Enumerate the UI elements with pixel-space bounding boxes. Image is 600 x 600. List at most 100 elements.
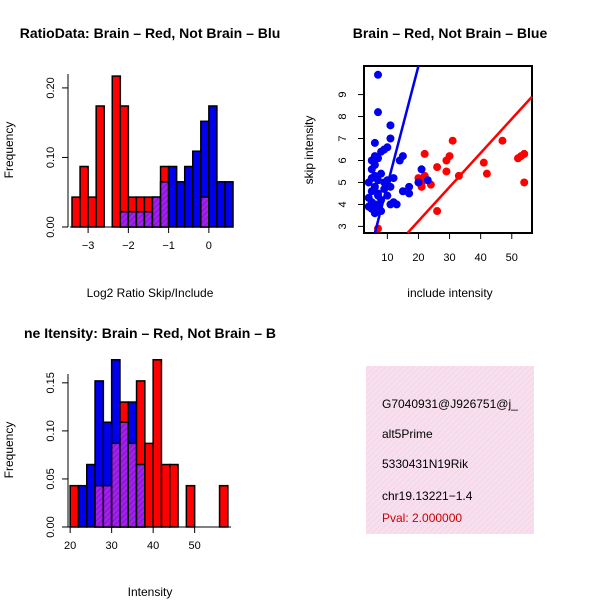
ratio-bar-overlap: [143, 210, 154, 228]
scatter-point-not-brain: [405, 182, 414, 191]
intensity-bars: [69, 359, 229, 528]
ratio-bars: [71, 75, 234, 228]
ratio-y-tick-label: 0.10: [45, 147, 57, 168]
scatter-point-brain: [520, 178, 529, 187]
scatter-panel: Brain – Red, Not Brain – Blue 10 20 30 40 50…: [302, 25, 547, 300]
scatter-x-tick-label: 10: [381, 252, 393, 264]
scatter-y-tick-label: 7: [337, 135, 349, 141]
scatter-point-not-brain: [398, 152, 407, 161]
scatter-y-tick-label: 8: [337, 113, 349, 119]
ratio-chart-title: RatioData: Brain – Red, Not Brain – Blu: [20, 25, 281, 41]
scatter-point-not-brain: [386, 121, 395, 130]
intensity-histogram-panel: ne Itensity: Brain – Red, Not Brain – B …: [2, 325, 276, 599]
ratio-bar-not-brain: [183, 165, 194, 228]
intensity-y-label: Frequency: [2, 422, 16, 479]
intensity-ticks: 20 30 40 50 0.00 0.05 0.10 0.15: [45, 372, 201, 552]
scatter-point-not-brain: [370, 138, 379, 147]
scatter-points: [364, 65, 533, 234]
info-panel: G7040931@J926751@j_ alt5Prime 5330431N19…: [366, 366, 534, 534]
ratio-x-tick-label: −2: [122, 240, 135, 252]
intensity-bar-brain: [144, 442, 154, 528]
scatter-point-brain: [482, 169, 491, 178]
scatter-x-tick-label: 30: [443, 252, 455, 264]
intensity-bar-brain: [169, 463, 179, 528]
scatter-point-not-brain: [389, 174, 398, 183]
ratio-y-tick-label: 0.00: [45, 216, 57, 237]
intensity-x-label: Intensity: [128, 585, 173, 599]
ratio-bar-brain: [71, 196, 81, 228]
scatter-point-not-brain: [414, 178, 423, 187]
scatter-point-not-brain: [374, 154, 382, 163]
scatter-point-brain: [448, 136, 457, 145]
scatter-plot-box: [363, 65, 533, 234]
scatter-y-tick-label: 6: [337, 157, 349, 163]
ratio-bar-brain: [87, 196, 97, 228]
scatter-point-brain: [420, 149, 429, 158]
scatter-point-brain: [445, 152, 454, 161]
scatter-point-not-brain: [374, 108, 382, 117]
scatter-y-tick-label: 3: [337, 223, 349, 229]
intensity-bar-not-brain: [86, 463, 96, 528]
ratio-bar-overlap: [119, 210, 130, 228]
fit-line-brain: [406, 95, 533, 234]
scatter-y-tick-label: 9: [337, 92, 349, 98]
scatter-point-not-brain: [405, 189, 414, 198]
scatter-x-label: include intensity: [407, 286, 492, 300]
info-event-type: alt5Prime: [382, 427, 433, 441]
intensity-bar-not-brain: [77, 484, 88, 528]
ratio-bar-not-brain: [224, 181, 234, 228]
intensity-y-tick-label: 0.00: [45, 516, 57, 537]
scatter-point-not-brain: [398, 187, 407, 196]
scatter-chart-title: Brain – Red, Not Brain – Blue: [353, 25, 548, 41]
scatter-point-not-brain: [374, 70, 382, 79]
ratio-bar-brain: [95, 105, 105, 228]
intensity-bar-brain: [152, 359, 163, 528]
ratio-y-label: Frequency: [2, 122, 16, 179]
info-location: chr19.13221−1.4: [382, 489, 473, 503]
scatter-point-not-brain: [370, 209, 379, 218]
ratio-bar-brain: [79, 165, 89, 228]
intensity-bar-overlap: [110, 442, 121, 528]
ratio-x-tick-label: −1: [162, 240, 175, 252]
ratio-bar-overlap: [200, 196, 210, 228]
intensity-bar-overlap: [102, 484, 113, 528]
intensity-bar-brain: [218, 484, 229, 528]
ratio-x-tick-label: 0: [206, 240, 212, 252]
ratio-bar-not-brain: [192, 150, 202, 228]
scatter-point-not-brain: [417, 165, 426, 174]
intensity-bar-overlap: [127, 442, 138, 528]
scatter-point-brain: [479, 158, 488, 167]
intensity-bar-overlap: [135, 463, 146, 528]
scatter-point-not-brain: [383, 143, 392, 152]
scatter-x-tick-label: 20: [412, 252, 424, 264]
scatter-y-tick-label: 4: [337, 201, 349, 207]
intensity-bar-brain: [185, 484, 196, 528]
ratio-bar-not-brain: [216, 181, 226, 228]
info-panel-background: [366, 366, 534, 534]
ratio-bar-brain: [119, 105, 130, 228]
intensity-chart-title: ne Itensity: Brain – Red, Not Brain – B: [24, 325, 276, 341]
scatter-point-brain: [520, 149, 529, 158]
intensity-x-tick-label: 30: [106, 540, 118, 552]
scatter-point-not-brain: [423, 176, 432, 185]
intensity-y-tick-label: 0.10: [45, 420, 57, 441]
info-gene-name: 5330431N19Rik: [382, 457, 469, 471]
scatter-point-not-brain: [386, 134, 395, 143]
scatter-point-brain: [433, 163, 442, 172]
ratio-bar-overlap: [135, 210, 146, 228]
ratio-ticks: −3 −2 −1 0 0.00 0.10 0.20: [45, 77, 212, 252]
scatter-ticks: 10 20 30 40 50 3 4 5 6 7 8 9: [337, 92, 518, 264]
info-pvalue: Pval: 2.000000: [382, 511, 462, 525]
scatter-y-label: skip intensity: [302, 116, 316, 185]
ratio-bar-overlap: [159, 181, 170, 228]
intensity-x-tick-label: 40: [147, 540, 159, 552]
scatter-point-not-brain: [374, 176, 382, 185]
fit-line-not-brain: [373, 65, 420, 234]
scatter-point-brain: [498, 136, 507, 145]
ratio-y-tick-label: 0.20: [45, 77, 57, 98]
scatter-point-not-brain: [370, 160, 379, 169]
ratio-bar-overlap: [151, 196, 162, 228]
ratio-bar-not-brain: [167, 165, 178, 228]
ratio-bar-not-brain: [208, 105, 218, 228]
